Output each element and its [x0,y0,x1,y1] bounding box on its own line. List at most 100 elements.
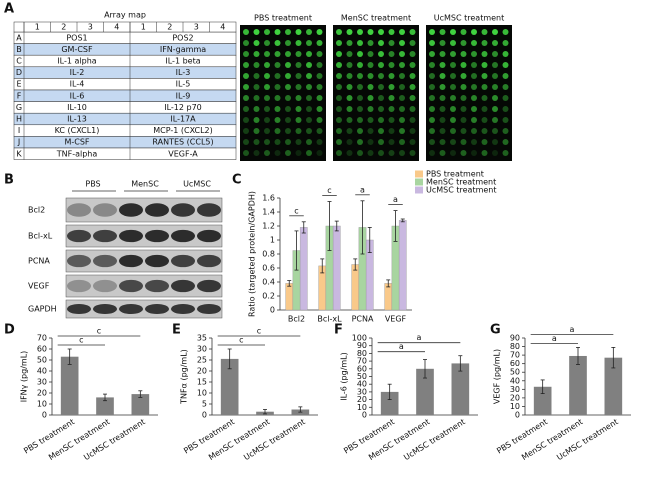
array-spot [502,40,509,46]
protein-label: GAPDH [28,305,57,314]
array-spot [388,84,395,90]
array-spot [378,29,384,35]
array-spot [502,84,509,90]
array-spot [502,128,509,134]
array-spot [481,62,488,68]
array-spot [429,128,435,134]
array-spot [502,51,509,57]
cell: IL-3 [176,68,191,77]
array-spot [253,117,260,123]
legend-swatch [415,186,423,194]
array-spot [429,51,435,57]
y-tick-label: 1 [270,236,275,245]
y-tick-label: 1.4 [262,208,275,217]
array-spot [346,150,353,156]
array-spot [243,40,249,46]
y-tick-label: 40 [37,367,47,376]
blot-band [197,303,221,315]
array-spot [399,139,405,145]
array-spot [399,95,405,101]
cell: TNF-alpha [56,149,98,158]
array-spot [285,139,291,145]
bar [604,357,623,415]
bar [96,397,114,415]
array-spot [388,51,395,57]
y-axis-label: VEGF (pg/mL) [493,349,502,404]
table-row [13,31,237,44]
array-spot [399,29,405,35]
array-spot [295,51,302,57]
array-spot [439,62,446,68]
array-spot [264,95,270,101]
y-tick-label: 50 [37,356,47,365]
array-spot [285,62,291,68]
array-spot [316,62,323,68]
array-spot [316,106,323,112]
significance-label: a [552,334,557,343]
array-spot [306,62,312,68]
array-spot [502,106,509,112]
array-spot [243,51,249,57]
y-tick-label: 90 [357,341,367,350]
legend-swatch [415,178,423,186]
cell: KC (CXCL1) [55,126,100,135]
column-label: 2 [167,23,172,32]
array-spot [285,106,291,112]
array-spot [253,106,260,112]
array-spot [357,106,363,112]
array-spot [253,40,260,46]
array-spot [367,128,374,134]
array-spot [306,84,312,90]
y-tick-label: 80 [510,342,520,351]
array-spot [378,95,384,101]
significance-label: c [239,336,243,345]
array-spot [399,128,405,134]
row-label: G [16,103,22,112]
array-spot [306,150,312,156]
array-spot [243,150,249,156]
row-label: E [16,80,21,89]
array-spot [306,51,312,57]
array-spot [429,95,435,101]
legend-swatch [415,170,423,178]
array-spot [285,51,291,57]
array-spot [429,84,435,90]
array-spot [285,95,291,101]
blot-band [93,229,117,243]
array-spot [460,117,467,123]
blot-band [67,203,91,217]
array-spot [481,73,488,79]
array-spot [243,128,249,134]
bar [332,225,341,311]
panel-letter: E [172,323,181,338]
blot-band [171,303,195,315]
array-spot [481,29,488,35]
array-spot [316,117,323,123]
row-label: B [16,45,22,54]
array-spot [274,40,281,46]
array-spot [492,95,498,101]
blot-band [119,303,143,315]
bar [384,283,393,311]
panel-letter: B [4,173,14,188]
array-spot [264,62,270,68]
array-spot [429,73,435,79]
row-label: F [17,91,22,100]
array-spot [295,150,302,156]
array-spot [409,117,416,123]
array-spot [481,84,488,90]
array-spot [243,139,249,145]
column-label: 3 [194,23,199,32]
array-spot [253,139,260,145]
array-spot [274,117,281,123]
array-spot [450,117,456,123]
array-spot [492,128,498,134]
column-label: 3 [88,23,93,32]
array-spot [243,29,249,35]
array-spot [285,40,291,46]
array-spot [274,128,281,134]
array-spot [346,106,353,112]
array-spot [439,139,446,145]
blot-band [145,303,169,315]
array-spot [429,62,435,68]
